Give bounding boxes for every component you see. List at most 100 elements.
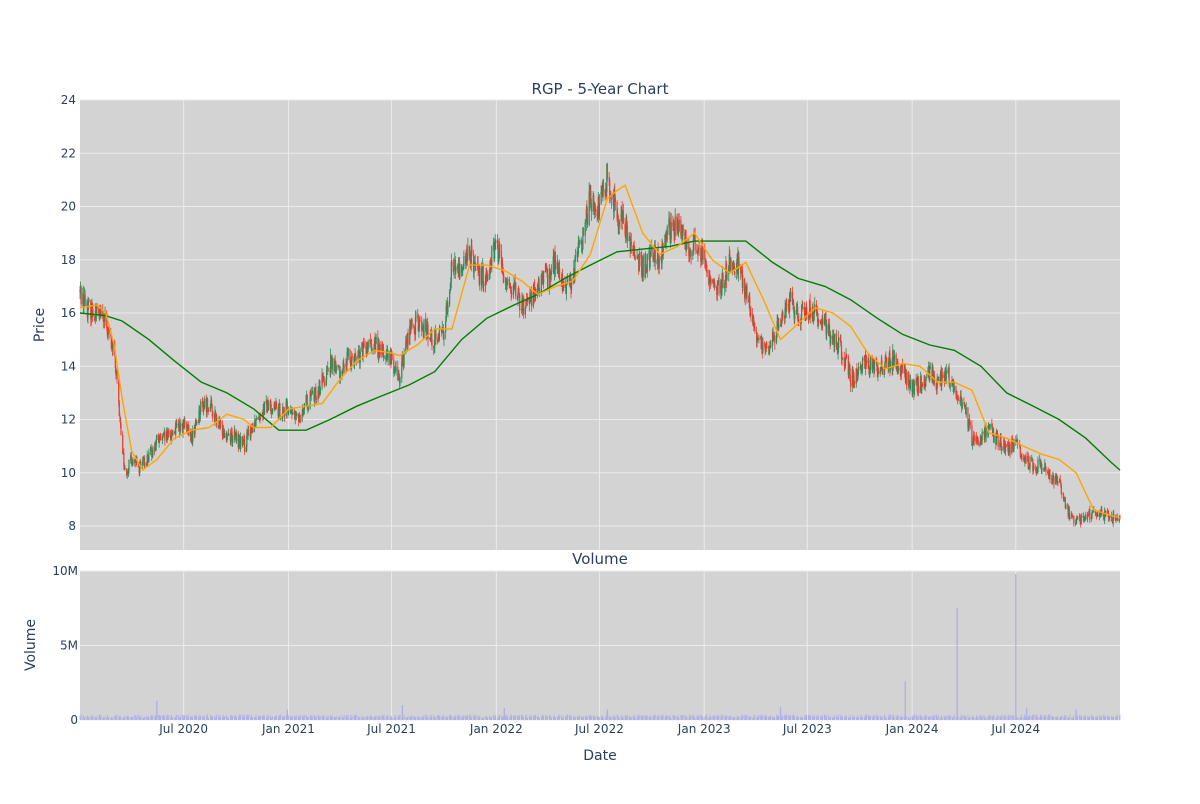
candle-body	[301, 413, 303, 421]
candle-body	[155, 439, 157, 446]
volume-bar	[714, 715, 715, 720]
volume-bar	[1011, 715, 1013, 720]
candle-body	[725, 263, 728, 280]
candle-body	[347, 348, 349, 357]
volume-bar	[804, 714, 806, 720]
volume-bar	[588, 715, 590, 720]
volume-bar	[1051, 716, 1053, 720]
volume-bar	[1043, 717, 1045, 720]
volume-bar	[661, 715, 663, 720]
candle-body	[151, 448, 153, 457]
volume-bar	[522, 715, 523, 720]
candle-body	[538, 279, 540, 291]
candle-body	[182, 421, 184, 433]
volume-bar	[309, 716, 311, 720]
candle-body	[107, 328, 109, 336]
volume-bar	[1024, 717, 1026, 720]
volume-bar	[936, 718, 938, 720]
candle-body	[871, 356, 873, 370]
volume-bar	[506, 717, 507, 720]
candle-body	[1110, 515, 1113, 518]
volume-bar	[1083, 716, 1085, 720]
volume-bar	[110, 717, 112, 720]
volume-bar	[1033, 714, 1035, 720]
volume-bar	[967, 714, 969, 720]
volume-bar	[239, 716, 241, 720]
candle-body	[462, 267, 464, 269]
volume-bar	[908, 717, 910, 720]
volume-bar	[753, 717, 755, 720]
volume-bar	[908, 718, 910, 720]
candle-body	[431, 339, 433, 347]
candle-body	[285, 401, 287, 417]
candle-body	[430, 330, 433, 340]
volume-bar	[716, 716, 718, 720]
candlesticks	[79, 162, 1121, 528]
volume-bar	[318, 717, 320, 720]
candle-body	[724, 282, 726, 288]
candle-body	[267, 405, 270, 410]
volume-bar	[288, 715, 289, 720]
volume-bar	[92, 716, 94, 720]
volume-bar	[403, 717, 404, 720]
price-y-tick-label: 18	[61, 253, 76, 267]
volume-bar	[957, 716, 959, 720]
volume-bar	[514, 715, 516, 720]
volume-bar	[1096, 715, 1098, 720]
candle-body	[282, 407, 284, 418]
volume-bar	[342, 716, 343, 720]
candle-body	[525, 299, 527, 309]
volume-bar	[281, 715, 283, 720]
volume-bar	[895, 715, 897, 720]
volume-bar	[871, 716, 873, 720]
volume-bar	[1031, 714, 1033, 720]
volume-bar	[1055, 717, 1057, 720]
volume-bar	[152, 716, 154, 720]
volume-bar	[334, 717, 336, 720]
candle-body	[673, 223, 675, 235]
volume-bar	[889, 714, 891, 720]
volume-bar	[701, 715, 703, 720]
candle-body	[1060, 484, 1062, 494]
volume-bar	[877, 715, 879, 720]
volume-bar	[694, 718, 695, 720]
candle-body	[319, 380, 321, 394]
volume-bar	[224, 716, 226, 720]
candle-body	[549, 268, 551, 272]
candle-body	[609, 179, 611, 197]
candle-body	[1023, 456, 1025, 461]
volume-bar	[279, 715, 281, 720]
volume-bar	[596, 715, 598, 720]
volume-bar	[95, 718, 97, 720]
candle-body	[127, 470, 130, 473]
candle-body	[742, 278, 744, 288]
volume-y-tick-label: 10M	[52, 564, 78, 578]
volume-bar	[382, 716, 383, 720]
volume-bar	[318, 715, 320, 720]
volume-bar	[700, 715, 702, 720]
candle-body	[809, 301, 811, 311]
volume-bar	[1045, 716, 1047, 720]
candle-body	[176, 423, 178, 426]
candle-body	[382, 349, 385, 358]
volume-bar	[862, 717, 863, 720]
candle-body	[462, 266, 464, 268]
volume-bar	[136, 715, 138, 720]
candle-body	[202, 406, 205, 412]
candle-body	[937, 376, 939, 381]
candle-body	[502, 263, 504, 275]
volume-bar	[1100, 715, 1102, 720]
candle-body	[482, 266, 484, 285]
volume-bar	[1008, 716, 1010, 720]
candle-body	[598, 203, 601, 217]
volume-bar	[625, 715, 627, 720]
volume-y-tick-label: 0	[70, 713, 78, 727]
candle-body	[232, 439, 234, 443]
volume-bar	[210, 715, 212, 720]
volume-bar	[158, 715, 159, 720]
volume-bar	[110, 718, 112, 720]
candle-body	[564, 281, 566, 288]
volume-bar	[1013, 715, 1014, 720]
candle-body	[215, 415, 217, 418]
